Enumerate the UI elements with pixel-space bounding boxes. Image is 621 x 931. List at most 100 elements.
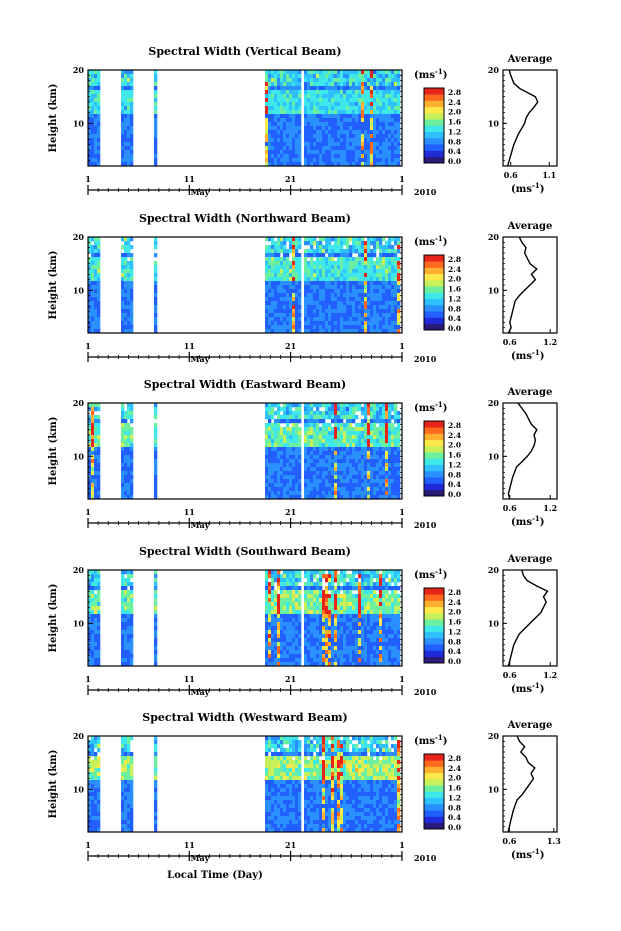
average-y-tick-label: 10 bbox=[488, 118, 500, 128]
heatmap-cell bbox=[154, 138, 158, 143]
heatmap-cell bbox=[385, 439, 389, 444]
heatmap-cell bbox=[361, 325, 365, 330]
heatmap-cell bbox=[331, 106, 335, 111]
heatmap-cell bbox=[97, 110, 101, 115]
heatmap-cell bbox=[394, 487, 398, 492]
heatmap-cell bbox=[343, 582, 347, 587]
heatmap-cell bbox=[334, 439, 338, 444]
heatmap-cell bbox=[292, 423, 296, 428]
heatmap-cell bbox=[274, 455, 278, 460]
heatmap-cell bbox=[340, 662, 344, 667]
heatmap-cell bbox=[343, 471, 347, 476]
heatmap-cell bbox=[121, 447, 125, 452]
heatmap-cell bbox=[367, 447, 371, 452]
heatmap-cell bbox=[334, 317, 338, 322]
heatmap-cell bbox=[280, 106, 284, 111]
heatmap-cell bbox=[271, 650, 275, 655]
heatmap-cell bbox=[310, 150, 314, 155]
heatmap-cell bbox=[292, 301, 296, 306]
heatmap-cell bbox=[376, 471, 380, 476]
heatmap-cell bbox=[364, 154, 368, 159]
heatmap-cell bbox=[91, 431, 95, 436]
heatmap-cell bbox=[346, 415, 350, 420]
heatmap-cell bbox=[124, 630, 128, 635]
heatmap-cell bbox=[91, 329, 95, 334]
heatmap-cell bbox=[313, 463, 317, 468]
heatmap-cell bbox=[313, 301, 317, 306]
heatmap-cell bbox=[394, 90, 398, 95]
heatmap-cell bbox=[286, 594, 290, 599]
heatmap-cell bbox=[385, 321, 389, 326]
heatmap-cell bbox=[277, 114, 281, 119]
heatmap-cell bbox=[283, 130, 287, 135]
heatmap-cell bbox=[322, 630, 326, 635]
average-y-tick-label: 10 bbox=[488, 451, 500, 461]
heatmap-cell bbox=[319, 158, 323, 163]
heatmap-cell bbox=[97, 281, 101, 286]
heatmap-cell bbox=[349, 451, 353, 456]
heatmap-cell bbox=[298, 297, 302, 302]
heatmap-cell bbox=[154, 431, 158, 436]
heatmap-cell bbox=[376, 317, 380, 322]
heatmap-cell bbox=[316, 451, 320, 456]
heatmap-cell bbox=[91, 98, 95, 103]
heatmap-cell bbox=[313, 325, 317, 330]
heatmap-cell bbox=[319, 313, 323, 318]
heatmap-cell bbox=[382, 245, 386, 250]
heatmap-cell bbox=[340, 98, 344, 103]
heatmap-cell bbox=[349, 301, 353, 306]
heatmap-cell bbox=[154, 325, 158, 330]
heatmap-cell bbox=[274, 126, 278, 131]
heatmap-cell bbox=[127, 622, 131, 627]
heatmap-cell bbox=[382, 495, 386, 500]
colorbar-unit-label: (ms-1) bbox=[414, 67, 447, 81]
heatmap-cell bbox=[349, 118, 353, 123]
heatmap-cell bbox=[328, 459, 332, 464]
heatmap-cell bbox=[88, 285, 92, 290]
heatmap-cell bbox=[349, 78, 353, 83]
heatmap-cell bbox=[343, 70, 347, 75]
heatmap-cell bbox=[307, 90, 311, 95]
heatmap-cell bbox=[310, 419, 314, 424]
heatmap-cell bbox=[307, 70, 311, 75]
heatmap-cell bbox=[154, 253, 158, 258]
heatmap-cell bbox=[313, 487, 317, 492]
heatmap-cell bbox=[91, 598, 95, 603]
heatmap-cell bbox=[322, 313, 326, 318]
heatmap-cell bbox=[346, 241, 350, 246]
heatmap-cell bbox=[127, 427, 131, 432]
heatmap-cell bbox=[316, 570, 320, 575]
heatmap-cell bbox=[289, 487, 293, 492]
heatmap-cell bbox=[271, 586, 275, 591]
heatmap-cell bbox=[286, 451, 290, 456]
heatmap-cell bbox=[277, 285, 281, 290]
heatmap-cell bbox=[121, 289, 125, 294]
heatmap-cell bbox=[349, 253, 353, 258]
heatmap-cell bbox=[370, 257, 374, 262]
heatmap-cell bbox=[124, 459, 128, 464]
heatmap-cell bbox=[289, 491, 293, 496]
heatmap-cell bbox=[319, 435, 323, 440]
heatmap-cell bbox=[391, 415, 395, 420]
heatmap-cell bbox=[265, 602, 269, 607]
x-tick-label: 11 bbox=[184, 341, 195, 351]
heatmap-cell bbox=[313, 329, 317, 334]
heatmap-cell bbox=[124, 578, 128, 583]
heatmap-cell bbox=[304, 285, 308, 290]
heatmap-cell bbox=[325, 455, 329, 460]
heatmap-cell bbox=[337, 411, 341, 416]
heatmap-cell bbox=[346, 622, 350, 627]
heatmap-cell bbox=[97, 309, 101, 314]
average-profile-line bbox=[507, 236, 538, 334]
heatmap-cell bbox=[88, 443, 92, 448]
heatmap-cell bbox=[343, 610, 347, 615]
heatmap-cell bbox=[283, 439, 287, 444]
heatmap-cell bbox=[121, 293, 125, 298]
heatmap-cell bbox=[367, 487, 371, 492]
heatmap-cell bbox=[268, 261, 272, 266]
heatmap-cell bbox=[274, 130, 278, 135]
heatmap-cell bbox=[385, 126, 389, 131]
heatmap-cell bbox=[352, 122, 356, 127]
heatmap-cell bbox=[391, 257, 395, 262]
heatmap-cell bbox=[274, 90, 278, 95]
